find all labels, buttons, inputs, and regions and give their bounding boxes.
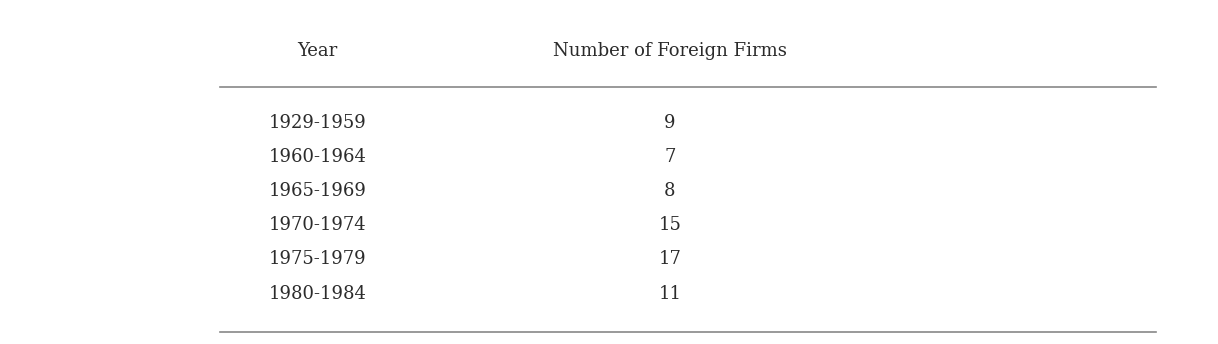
Text: 1980-1984: 1980-1984 [268, 284, 367, 303]
Text: 8: 8 [664, 182, 676, 200]
Text: 11: 11 [658, 284, 681, 303]
Text: 17: 17 [658, 250, 681, 268]
Text: 9: 9 [664, 114, 676, 132]
Text: 15: 15 [658, 216, 681, 234]
Text: 1965-1969: 1965-1969 [268, 182, 367, 200]
Text: 1960-1964: 1960-1964 [268, 148, 367, 166]
Text: Number of Foreign Firms: Number of Foreign Firms [553, 42, 787, 60]
Text: 1929-1959: 1929-1959 [268, 114, 367, 132]
Text: 7: 7 [664, 148, 676, 166]
Text: 1975-1979: 1975-1979 [268, 250, 367, 268]
Text: Year: Year [297, 42, 337, 60]
Text: 1970-1974: 1970-1974 [268, 216, 367, 234]
